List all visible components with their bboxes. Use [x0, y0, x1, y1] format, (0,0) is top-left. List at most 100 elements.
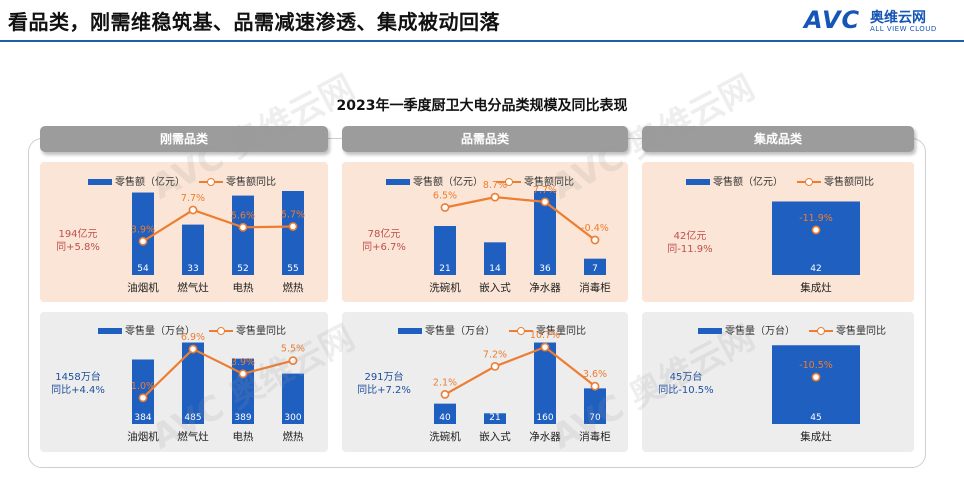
bar-2 — [182, 342, 204, 424]
legend: 零售量（万台） 零售量同比 — [98, 322, 286, 337]
logo-cn-name: 奥维云网 — [870, 10, 926, 26]
category-label: 净水器 — [529, 281, 561, 294]
total-note: 291万台 同比+7.2% — [352, 371, 416, 397]
bar-value-label: 21 — [489, 413, 500, 423]
yoy-point-1 — [811, 225, 821, 235]
legend-line-label: 零售量同比 — [836, 326, 886, 337]
yoy-point-3 — [540, 342, 550, 352]
yoy-point-1 — [138, 393, 148, 403]
category-label: 集成灶 — [800, 430, 832, 443]
total-note: 42亿元 同-11.9% — [658, 230, 722, 256]
yoy-line — [142, 347, 294, 399]
bar-4 — [584, 258, 606, 275]
total-note-yoy: 同比-10.5% — [658, 385, 714, 396]
yoy-label: 5.6% — [231, 210, 255, 221]
bar-value-label: 21 — [439, 264, 450, 274]
yoy-point-1 — [811, 372, 821, 382]
total-note-yoy: 同-11.9% — [667, 244, 713, 255]
category-label: 燃气灶 — [177, 430, 209, 443]
slide-title: 看品类，刚需维稳筑基、品需减速渗透、集成被动回落 — [8, 10, 500, 34]
yoy-label: -11.9% — [799, 213, 833, 224]
legend: 零售额（亿元） 零售额同比 — [88, 173, 276, 188]
yoy-point-4 — [590, 235, 600, 245]
yoy-line — [142, 208, 294, 243]
yoy-point-1 — [440, 203, 450, 212]
panel-improvement-volume — [342, 312, 628, 452]
yoy-label: 5.5% — [281, 344, 305, 355]
category-label: 油烟机 — [127, 281, 159, 294]
bar-value-label: 33 — [187, 264, 198, 274]
bar-value-label: 384 — [134, 413, 151, 423]
yoy-point-1 — [138, 236, 148, 246]
chart-essential-amount: 54 油烟机 33 燃气灶 52 电热 55 燃热 3.9% 7.7% 5.6% 5.7% — [127, 191, 305, 294]
yoy-point-4 — [590, 381, 600, 391]
bar-value-label: 40 — [439, 413, 451, 423]
yoy-point-4 — [288, 356, 298, 366]
legend-bar-swatch — [386, 179, 410, 185]
legend-line-label: 零售量同比 — [236, 326, 286, 337]
bar-value-label: 54 — [137, 264, 149, 274]
yoy-label: 7.7% — [533, 185, 557, 196]
header-rule — [0, 40, 964, 42]
bar-value-label: 389 — [234, 413, 251, 423]
yoy-label: 8.7% — [483, 180, 507, 191]
yoy-label: 3.6% — [583, 369, 607, 380]
bar-value-label: 160 — [536, 413, 553, 423]
chart-essential-volume: 384 油烟机 485 燃气灶 389 电热 300 燃热 1.0% 6.9% 3.9% 5.5% — [127, 332, 305, 443]
category-label: 燃热 — [283, 430, 304, 443]
bar-2 — [484, 413, 506, 424]
legend: 零售额（亿元） 零售额同比 — [686, 173, 874, 188]
col-header-essential: 刚需品类 — [40, 126, 328, 152]
legend-line-swatch — [809, 326, 833, 336]
bar-3 — [232, 358, 254, 424]
yoy-label: 3.9% — [131, 224, 155, 235]
legend: 零售额（亿元） 零售额同比 — [386, 173, 574, 188]
yoy-label: 7.7% — [181, 193, 205, 204]
bar-1 — [132, 192, 154, 275]
bar-1 — [434, 403, 456, 424]
yoy-label: 1.0% — [131, 381, 155, 392]
category-label: 嵌入式 — [479, 430, 511, 443]
yoy-label: -0.4% — [581, 223, 609, 234]
legend-line-label: 零售额同比 — [524, 177, 574, 188]
yoy-label: -10.5% — [799, 360, 833, 371]
legend-bar-label: 零售量（万台） — [425, 326, 495, 337]
yoy-point-2 — [188, 344, 198, 354]
legend-bar-swatch — [88, 179, 112, 185]
col-header-integrated: 集成品类 — [642, 126, 914, 152]
bar-1 — [772, 201, 860, 275]
chart-title: 2023年一季度厨卫大电分品类规模及同比表现 — [336, 98, 628, 114]
category-label: 洗碗机 — [429, 281, 461, 294]
total-note-yoy: 同+5.8% — [56, 242, 100, 253]
bar-2 — [182, 224, 204, 275]
category-label: 嵌入式 — [479, 281, 511, 294]
legend-line-swatch — [497, 177, 521, 187]
total-note: 78亿元 同+6.7% — [352, 228, 416, 254]
total-note-yoy: 同比+4.4% — [51, 385, 105, 396]
total-note: 45万台 同比-10.5% — [650, 371, 722, 397]
col-header-improvement: 品需品类 — [342, 126, 628, 152]
legend-bar-label: 零售额（亿元） — [713, 177, 783, 188]
yoy-point-2 — [490, 362, 500, 371]
yoy-label: 6.9% — [181, 332, 205, 343]
avc-logo: AVC 奥维云网 ALL VIEW CLOUD — [804, 6, 954, 36]
category-label: 燃气灶 — [177, 281, 209, 294]
bar-value-label: 7 — [592, 264, 598, 274]
panel-improvement-amount — [342, 162, 628, 302]
bar-3 — [232, 195, 254, 275]
yoy-label: 3.9% — [231, 357, 255, 368]
bar-value-label: 42 — [810, 264, 821, 274]
yoy-label: 6.5% — [433, 191, 457, 202]
yoy-label: 5.7% — [281, 209, 305, 220]
legend-bar-label: 零售额（亿元） — [115, 177, 185, 188]
total-note-value: 291万台 — [364, 372, 404, 383]
yoy-line — [444, 345, 596, 396]
bar-value-label: 300 — [284, 413, 301, 423]
yoy-point-2 — [490, 192, 500, 202]
total-note-value: 1458万台 — [55, 372, 101, 383]
legend-line-label: 零售额同比 — [824, 177, 874, 188]
legend-line-swatch — [509, 326, 533, 336]
bar-1 — [434, 226, 456, 275]
category-label: 电热 — [233, 430, 254, 443]
category-label: 洗碗机 — [429, 430, 461, 443]
